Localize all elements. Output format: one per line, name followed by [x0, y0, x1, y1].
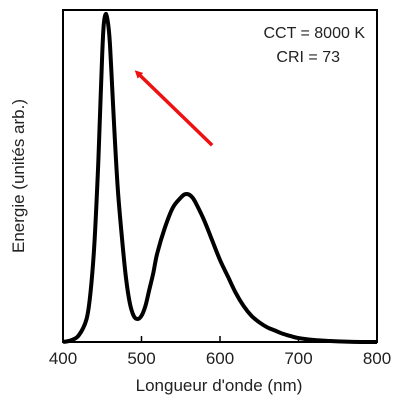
x-tick-label: 500 — [127, 349, 155, 368]
x-axis-ticks: 400 500 600 700 800 — [49, 336, 391, 368]
cri-annotation: CRI = 73 — [276, 49, 340, 66]
x-tick-label: 400 — [49, 349, 77, 368]
x-tick-label: 800 — [363, 349, 391, 368]
y-axis-label: Energie (unités arb.) — [9, 99, 28, 253]
cct-annotation: CCT = 8000 K — [263, 25, 365, 42]
spectrum-line — [62, 11, 378, 345]
red-arrow — [134, 70, 214, 147]
series-layer — [62, 11, 378, 345]
x-axis-label: Longueur d'onde (nm) — [136, 376, 303, 395]
x-tick-label: 600 — [206, 349, 234, 368]
x-tick-label: 700 — [284, 349, 312, 368]
